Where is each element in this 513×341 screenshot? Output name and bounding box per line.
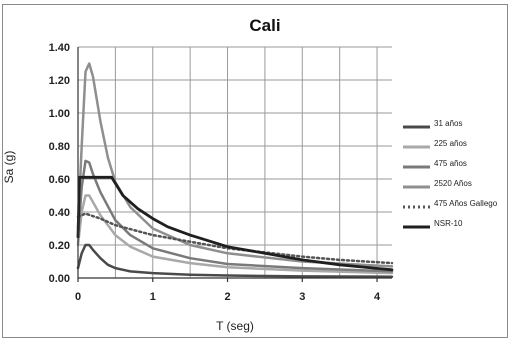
- y-tick-label: 1.00: [49, 108, 70, 120]
- chart-title: Cali: [249, 16, 280, 35]
- y-tick-label: 0.60: [49, 174, 70, 186]
- y-tick-label: 1.40: [49, 42, 70, 54]
- legend-label: 475 Años Gallego: [434, 199, 498, 208]
- y-axis-title: Sa (g): [2, 151, 16, 184]
- tick-labels: 0.00 0.20 0.40 0.60 0.80 1.00 1.20 1.40 0 1 2 3 4: [49, 42, 381, 303]
- series-line-nsr-10: [76, 175, 394, 272]
- x-tick-label: 2: [224, 291, 230, 303]
- legend-label: 2520 Años: [434, 179, 472, 188]
- y-tick-label: 0.20: [49, 240, 70, 252]
- y-tick-label: 0.00: [49, 273, 70, 285]
- series-layer: [76, 62, 394, 278]
- x-tick-label: 3: [299, 291, 305, 303]
- legend: 31 años 225 años 475 años 2520 Años 475 Años…: [403, 119, 498, 229]
- legend-label: 225 años: [434, 139, 467, 148]
- y-tick-label: 0.80: [49, 141, 70, 153]
- y-tick-label: 0.40: [49, 207, 70, 219]
- series-line-31-a-os: [76, 243, 394, 278]
- y-tick-label: 1.20: [49, 75, 70, 87]
- x-axis-title: T (seg): [216, 319, 254, 333]
- grid-lines: [78, 46, 392, 278]
- x-tick-label: 0: [75, 291, 81, 303]
- legend-label: NSR-10: [434, 219, 463, 228]
- series-line-225-a-os: [76, 194, 394, 275]
- x-tick-label: 1: [150, 291, 156, 303]
- x-tick-label: 4: [374, 291, 381, 303]
- legend-label: 475 años: [434, 159, 467, 168]
- legend-label: 31 años: [434, 119, 462, 128]
- series-line-475-a-os: [76, 159, 394, 273]
- series-line-2520-a-os: [76, 62, 394, 268]
- chart-frame: [2, 4, 508, 338]
- series-line-475-a-os-gallego: [76, 212, 394, 265]
- axes: [77, 47, 392, 282]
